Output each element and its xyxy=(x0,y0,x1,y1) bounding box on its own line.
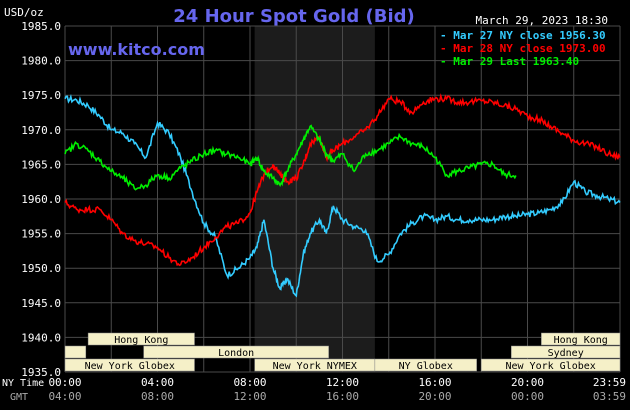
x-tick-label-gmt: 00:00 xyxy=(511,390,544,403)
x-tick-label-ny: 08:00 xyxy=(233,376,266,389)
series-layer xyxy=(64,93,621,298)
y-tick-label: 1965.0 xyxy=(21,158,61,171)
y-tick-label: 1945.0 xyxy=(21,297,61,310)
session-label: London xyxy=(218,348,254,359)
session-bars: Hong Kong Hong Kong London Sydney New York G… xyxy=(64,332,621,372)
x-tick-label-gmt: 04:00 xyxy=(48,390,81,403)
session-bar xyxy=(64,345,87,359)
site-watermark: www.kitco.com xyxy=(68,40,205,59)
x-tick-label-ny: 16:00 xyxy=(418,376,451,389)
session-label: Hong Kong xyxy=(114,335,168,346)
y-tick-label: 1960.0 xyxy=(21,193,61,206)
legend-entry-mar27: - Mar 27 NY close 1956.30 xyxy=(440,29,606,42)
y-tick-label: 1970.0 xyxy=(21,124,61,137)
session-bar xyxy=(481,358,621,372)
y-axis: 1985.0 1980.0 1975.0 1970.0 1965.0 1960.0 1955… xyxy=(21,20,61,379)
y-tick-label: 1985.0 xyxy=(21,20,61,33)
x-tick-label-gmt: 16:00 xyxy=(326,390,359,403)
x-tick-label-gmt: 20:00 xyxy=(418,390,451,403)
ny-time-label: NY Time xyxy=(2,378,44,389)
session-label: Hong Kong xyxy=(554,335,608,346)
session-label: New York Globex xyxy=(505,361,595,372)
y-tick-label: 1950.0 xyxy=(21,262,61,275)
gmt-label: GMT xyxy=(10,392,28,403)
y-tick-label: 1935.0 xyxy=(21,366,61,379)
session-label: New York Globex xyxy=(85,361,175,372)
unit-label: USD/oz xyxy=(4,6,44,19)
x-tick-label-ny: 23:59 xyxy=(593,376,626,389)
grid xyxy=(64,25,621,373)
legend: - Mar 27 NY close 1956.30- Mar 28 NY clo… xyxy=(440,29,606,68)
x-tick-label-gmt: 12:00 xyxy=(233,390,266,403)
y-tick-label: 1940.0 xyxy=(21,331,61,344)
x-tick-label-gmt: 03:59 xyxy=(593,390,626,403)
series-line-mar29 xyxy=(64,124,517,191)
x-tick-label-gmt: 08:00 xyxy=(141,390,174,403)
session-label: New York NYMEX xyxy=(273,361,357,372)
chart-title: 24 Hour Spot Gold (Bid) xyxy=(173,6,414,27)
legend-entry-mar28: - Mar 28 NY close 1973.00 xyxy=(440,42,606,55)
session-bar xyxy=(374,358,477,372)
x-tick-label-ny: 12:00 xyxy=(326,376,359,389)
session-bar xyxy=(143,345,329,359)
session-bar xyxy=(511,345,621,359)
session-bar xyxy=(541,332,621,346)
session-bar xyxy=(87,332,195,346)
y-tick-label: 1975.0 xyxy=(21,89,61,102)
timestamp: March 29, 2023 18:30 xyxy=(476,14,608,27)
x-tick-label-ny: 04:00 xyxy=(141,376,174,389)
legend-entry-mar29: - Mar 29 Last 1963.40 xyxy=(440,55,579,68)
series-line-mar28 xyxy=(64,93,621,267)
session-label: NY Globex xyxy=(399,361,453,372)
session-label: Sydney xyxy=(548,348,584,359)
x-tick-label-ny: 20:00 xyxy=(511,376,544,389)
x-axis: NY TimeGMT00:0004:0004:0008:0008:0012:00… xyxy=(2,376,626,403)
x-tick-label-ny: 00:00 xyxy=(48,376,81,389)
y-tick-label: 1955.0 xyxy=(21,228,61,241)
series-line-mar27 xyxy=(64,94,621,298)
y-tick-label: 1980.0 xyxy=(21,55,61,68)
session-bar xyxy=(64,358,195,372)
